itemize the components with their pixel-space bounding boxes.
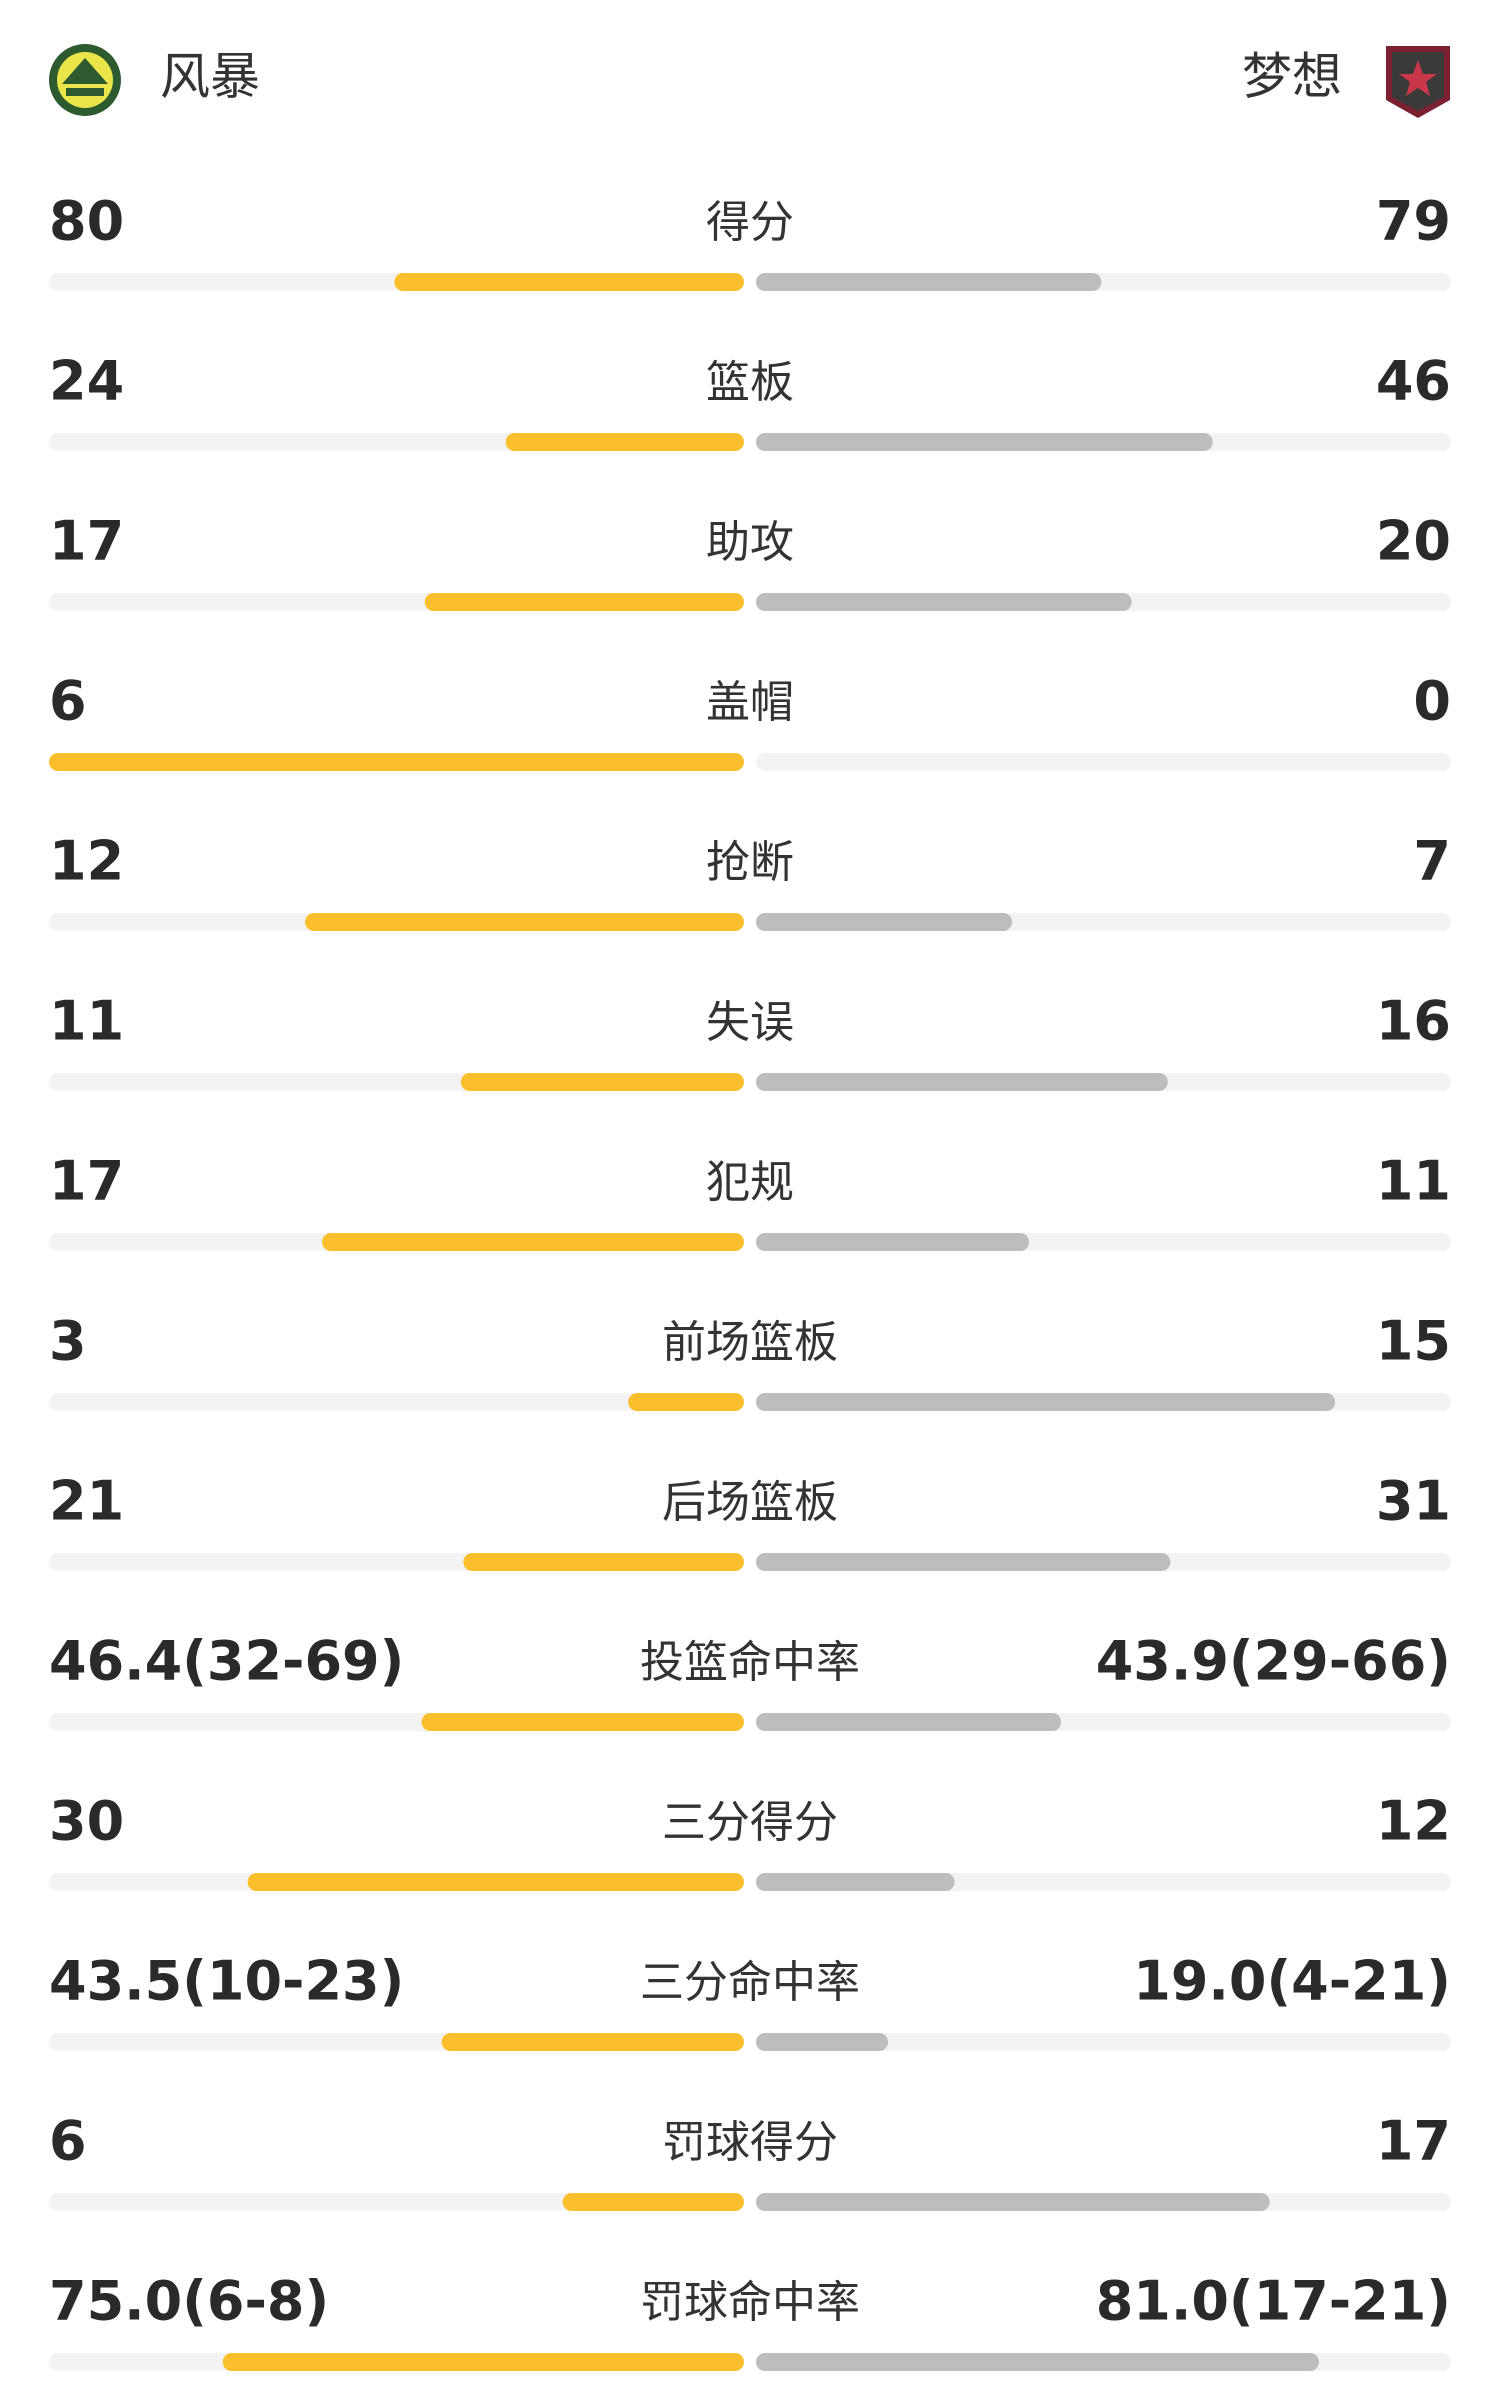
home-value: 30 bbox=[49, 1790, 124, 1853]
stat-label: 篮板 bbox=[706, 357, 794, 408]
away-value: 43.9(29-66) bbox=[1096, 1630, 1451, 1693]
home-bar bbox=[394, 273, 744, 291]
away-bar bbox=[756, 2193, 1270, 2211]
home-value: 75.0(6-8) bbox=[49, 2270, 329, 2333]
away-value: 19.0(4-21) bbox=[1133, 1950, 1451, 2013]
away-bar bbox=[756, 2353, 1319, 2371]
away-logo bbox=[1386, 46, 1450, 118]
away-value: 11 bbox=[1376, 1150, 1451, 1213]
away-value: 12 bbox=[1376, 1790, 1451, 1853]
bar-track bbox=[49, 1393, 744, 1411]
home-value: 6 bbox=[49, 2110, 87, 2173]
away-value: 31 bbox=[1376, 1470, 1451, 1533]
home-bar bbox=[247, 1873, 745, 1891]
home-value: 17 bbox=[49, 510, 124, 573]
stat-label: 得分 bbox=[706, 197, 794, 248]
home-bar bbox=[222, 2353, 744, 2371]
stat-label: 三分命中率 bbox=[640, 1957, 860, 2008]
stat-label: 罚球得分 bbox=[662, 2117, 838, 2168]
away-value: 20 bbox=[1376, 510, 1451, 573]
away-bar bbox=[756, 1073, 1168, 1091]
stat-label: 抢断 bbox=[706, 837, 794, 888]
home-value: 43.5(10-23) bbox=[49, 1950, 404, 2013]
home-value: 21 bbox=[49, 1470, 124, 1533]
stat-label: 投篮命中率 bbox=[640, 1637, 860, 1688]
stat-label: 盖帽 bbox=[706, 677, 794, 728]
home-bar bbox=[421, 1713, 744, 1731]
away-bar bbox=[756, 1233, 1030, 1251]
bar-track bbox=[756, 2033, 1451, 2051]
stat-label: 罚球命中率 bbox=[640, 2277, 860, 2328]
away-bar bbox=[756, 2033, 889, 2051]
away-value: 46 bbox=[1376, 350, 1451, 413]
stat-label: 前场篮板 bbox=[662, 1317, 838, 1368]
home-bar bbox=[562, 2193, 744, 2211]
home-bar bbox=[505, 433, 744, 451]
stat-label: 犯规 bbox=[706, 1157, 794, 1208]
away-value: 7 bbox=[1413, 830, 1451, 893]
home-bar bbox=[305, 913, 744, 931]
home-bar bbox=[424, 593, 744, 611]
away-bar bbox=[756, 913, 1013, 931]
away-bar bbox=[756, 1713, 1062, 1731]
home-bar bbox=[463, 1553, 744, 1571]
away-bar bbox=[756, 273, 1102, 291]
stat-label: 助攻 bbox=[706, 517, 794, 568]
away-value: 0 bbox=[1413, 670, 1451, 733]
home-value: 24 bbox=[49, 350, 124, 413]
home-logo bbox=[49, 44, 121, 116]
home-value: 46.4(32-69) bbox=[49, 1630, 404, 1693]
home-bar bbox=[49, 753, 744, 771]
home-value: 11 bbox=[49, 990, 124, 1053]
home-bar bbox=[441, 2033, 744, 2051]
bar-track bbox=[756, 753, 1451, 771]
home-bar bbox=[322, 1233, 744, 1251]
away-bar bbox=[756, 1393, 1336, 1411]
away-bar bbox=[756, 593, 1132, 611]
home-value: 80 bbox=[49, 190, 124, 253]
stat-label: 后场篮板 bbox=[662, 1477, 838, 1528]
away-bar bbox=[756, 1873, 955, 1891]
away-value: 79 bbox=[1376, 190, 1451, 253]
home-team-name: 风暴 bbox=[160, 48, 260, 106]
home-value: 17 bbox=[49, 1150, 124, 1213]
away-value: 15 bbox=[1376, 1310, 1451, 1373]
stat-label: 失误 bbox=[706, 997, 794, 1048]
away-value: 81.0(17-21) bbox=[1096, 2270, 1451, 2333]
away-team-name: 梦想 bbox=[1242, 48, 1342, 106]
away-bar bbox=[756, 433, 1213, 451]
stat-label: 三分得分 bbox=[662, 1797, 838, 1848]
away-value: 17 bbox=[1376, 2110, 1451, 2173]
home-value: 3 bbox=[49, 1310, 87, 1373]
home-value: 12 bbox=[49, 830, 124, 893]
away-bar bbox=[756, 1553, 1171, 1571]
home-value: 6 bbox=[49, 670, 87, 733]
away-value: 16 bbox=[1376, 990, 1451, 1053]
home-bar bbox=[460, 1073, 744, 1091]
home-bar bbox=[628, 1393, 744, 1411]
